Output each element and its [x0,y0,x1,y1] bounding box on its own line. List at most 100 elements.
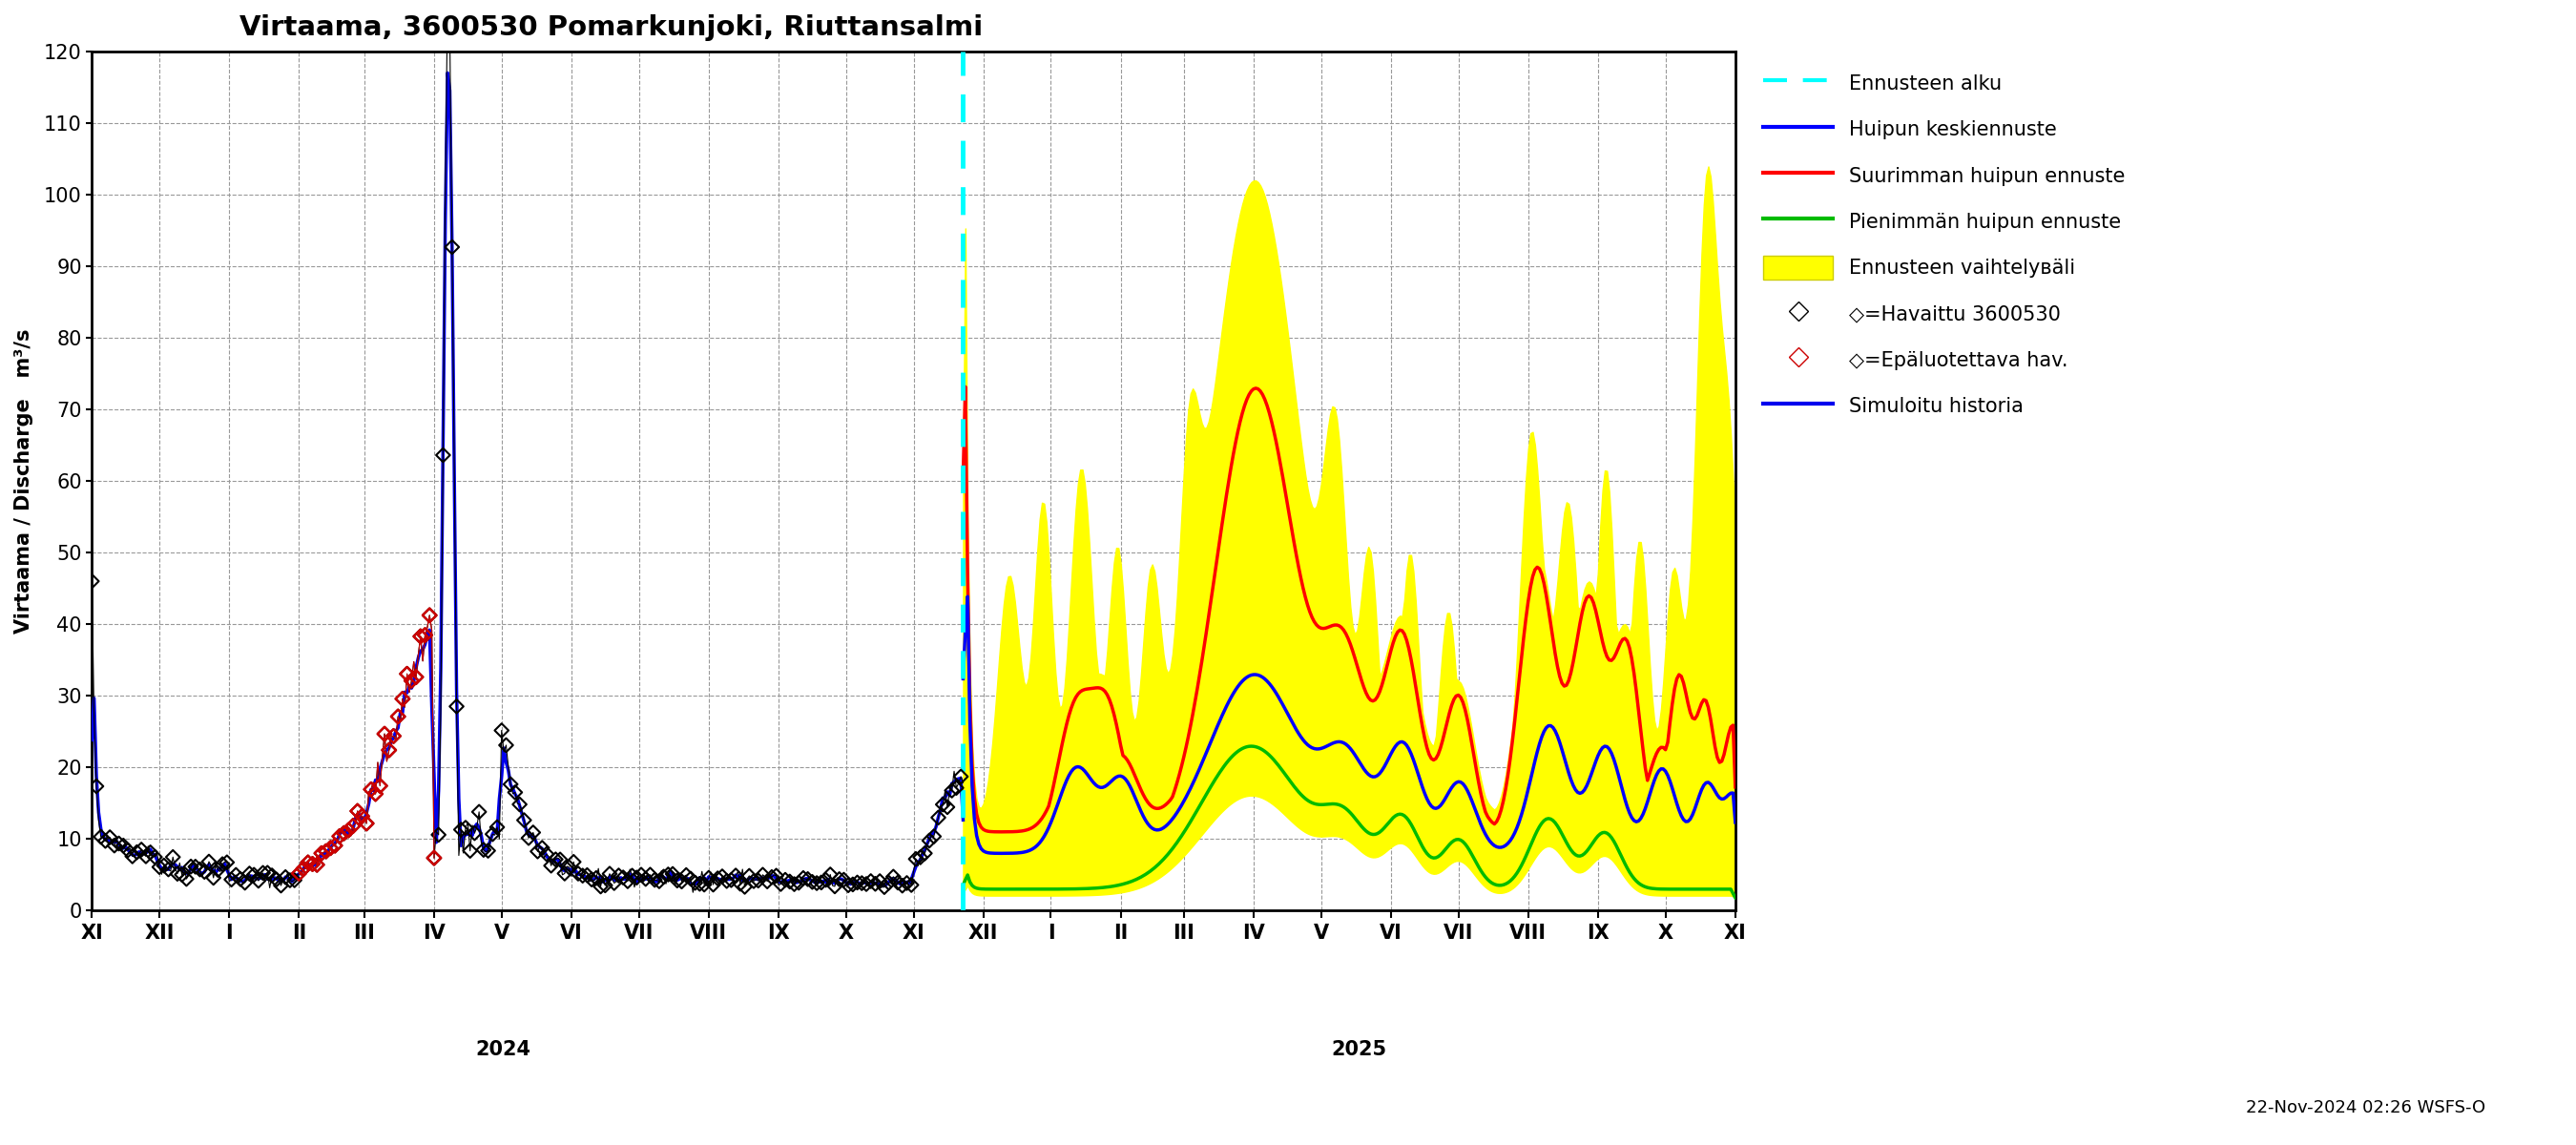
Point [832,875,873,893]
Point [337,802,379,820]
Point [801,874,842,892]
Point [170,858,211,876]
Point [662,872,703,891]
Point [325,824,366,843]
Point [428,0,469,11]
Point [742,866,783,884]
Point [608,872,649,891]
Point [842,874,884,892]
Point [404,626,446,645]
Point [392,671,433,689]
Point [459,803,500,821]
Point [868,874,909,892]
Point [814,877,855,895]
Point [567,866,608,884]
Point [410,606,451,624]
Point [126,847,167,866]
Point [121,840,162,859]
Point [922,796,963,814]
Point [657,871,698,890]
Point [201,855,242,874]
Point [361,776,402,795]
Point [544,864,585,883]
Point [307,842,348,860]
Point [688,869,729,887]
Point [590,864,631,883]
Point [363,725,404,743]
Point [778,874,819,892]
Point [144,856,185,875]
Point [183,862,224,881]
Point [791,872,832,891]
Point [273,871,314,890]
Point [665,866,706,884]
Point [368,741,410,759]
Point [85,831,126,850]
Point [345,814,386,832]
Point [301,844,343,862]
Point [410,606,451,624]
Point [397,668,438,686]
Point [337,802,379,820]
Point [652,864,693,883]
Point [139,858,180,876]
Point [734,872,775,891]
Point [345,814,386,832]
Point [381,689,422,708]
Point [824,870,866,889]
Point [157,864,198,883]
Point [935,779,976,797]
Point [500,796,541,814]
Point [518,843,559,861]
Point [796,874,837,892]
Text: 2025: 2025 [1332,1040,1386,1059]
Point [440,821,482,839]
Point [247,863,289,882]
Point [675,874,716,892]
Point [683,876,724,894]
Point [891,876,933,894]
Point [927,798,969,816]
Point [343,807,384,826]
Point [680,875,721,893]
Point [806,870,848,889]
Point [755,867,796,885]
Point [289,853,330,871]
Point [237,871,278,890]
Point [309,839,350,858]
Point [904,844,945,862]
Point [260,876,301,894]
Point [435,697,477,716]
Point [327,821,368,839]
Point [332,816,374,835]
Point [219,870,260,889]
Point [899,848,940,867]
Point [495,783,536,802]
Point [319,827,361,845]
Point [175,858,216,876]
Point [909,831,951,850]
Point [621,866,662,884]
Point [507,829,549,847]
Point [448,842,489,860]
Point [477,818,518,836]
Point [572,870,613,889]
Point [216,866,258,884]
Point [670,869,711,887]
Point [629,866,670,884]
Point [634,870,675,889]
Point [647,866,688,884]
Point [379,708,420,726]
Point [783,869,824,887]
Point [399,627,440,646]
Point [611,867,652,885]
Point [701,867,742,885]
Point [147,860,188,878]
Point [580,877,621,895]
Point [289,853,330,871]
Point [873,868,914,886]
Point [291,855,332,874]
Point [350,780,392,798]
Point [319,827,361,845]
Point [283,860,325,878]
